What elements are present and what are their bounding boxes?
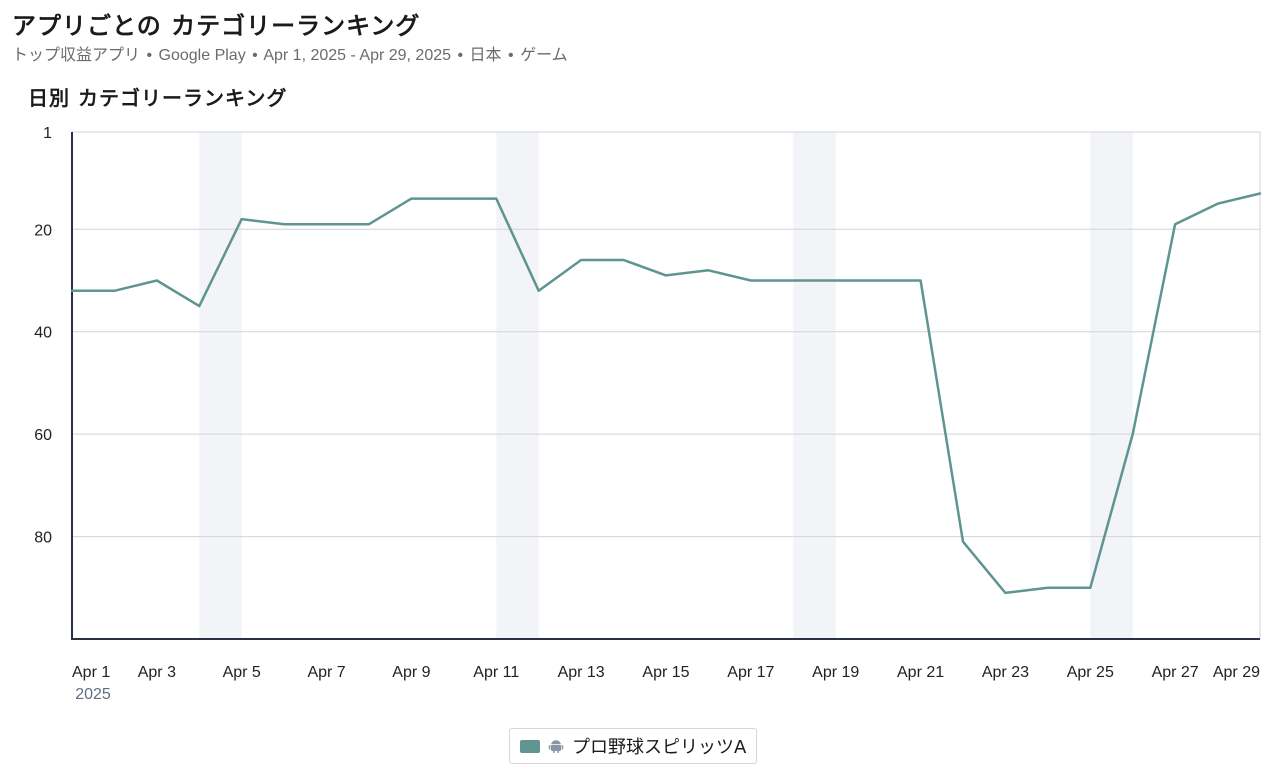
weekend-bands — [199, 132, 1133, 639]
subtitle-store: Google Play — [158, 47, 246, 64]
y-tick-label: 20 — [34, 222, 52, 239]
x-tick-label: Apr 19 — [812, 664, 859, 681]
chart-title: 日別 カテゴリーランキング — [28, 86, 288, 110]
y-tick-label: 60 — [34, 427, 52, 444]
y-tick-labels: 1 20 40 60 80 — [34, 125, 52, 547]
legend-swatch — [520, 739, 540, 753]
series-line — [70, 192, 1262, 595]
android-icon — [548, 740, 564, 753]
grid-lines — [72, 131, 1261, 639]
subtitle-date-range: Apr 1, 2025 - Apr 29, 2025 — [263, 47, 452, 64]
subtitle-category: ゲーム — [520, 47, 568, 64]
x-tick-label: Apr 27 — [1152, 664, 1199, 681]
page-subtitle: トップ収益アプリ • Google Play • Apr 1, 2025 - A… — [12, 41, 568, 65]
x-tick-label: Apr 9 — [392, 664, 430, 681]
subtitle-separator: • — [457, 47, 464, 64]
x-tick-label: Apr 13 — [558, 664, 605, 681]
x-tick-label: Apr 21 — [897, 664, 944, 681]
x-tick-label: Apr 11 — [473, 664, 519, 681]
x-tick-label: Apr 3 — [138, 664, 176, 681]
x-tick-label: Apr 25 — [1067, 664, 1114, 681]
weekend-band — [199, 132, 242, 639]
x-tick-label: Apr 7 — [307, 664, 345, 681]
y-tick-label: 80 — [34, 530, 52, 547]
weekend-band — [496, 132, 539, 639]
x-tick-label: Apr 1 — [72, 664, 110, 681]
axes — [71, 132, 1260, 640]
x-tick-label: Apr 23 — [982, 664, 1029, 681]
weekend-band — [793, 132, 836, 639]
page-title: アプリごとの カテゴリーランキング — [12, 11, 421, 40]
subtitle-chart-type: トップ収益アプリ — [12, 47, 141, 64]
weekend-band — [1090, 132, 1133, 639]
x-tick-label: Apr 15 — [642, 664, 689, 681]
x-year-label: 2025 — [75, 686, 111, 703]
y-tick-label: 1 — [43, 125, 52, 142]
series-lines — [70, 192, 1262, 595]
x-tick-label: Apr 5 — [223, 664, 261, 681]
subtitle-country: 日本 — [469, 47, 502, 64]
x-tick-label: Apr 29 — [1213, 664, 1260, 681]
subtitle-separator: • — [508, 47, 514, 64]
legend-item[interactable]: プロ野球スピリッツA — [509, 728, 758, 764]
legend-label: プロ野球スピリッツA — [572, 737, 747, 758]
subtitle-separator: • — [252, 47, 258, 64]
subtitle-separator: • — [146, 47, 153, 64]
y-tick-label: 40 — [34, 325, 52, 342]
x-tick-labels: Apr 1 Apr 3 Apr 5 Apr 7 Apr 9 Apr 11 Apr 13 Apr… — [72, 664, 1260, 703]
x-tick-label: Apr 17 — [727, 664, 774, 681]
